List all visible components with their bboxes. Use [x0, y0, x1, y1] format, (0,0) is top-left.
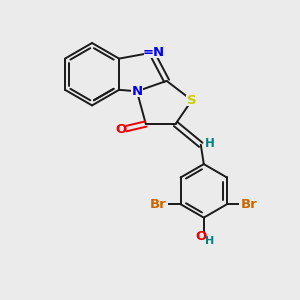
- Text: H: H: [205, 236, 214, 246]
- FancyBboxPatch shape: [204, 139, 214, 148]
- FancyBboxPatch shape: [186, 95, 197, 106]
- Text: =N: =N: [142, 46, 164, 59]
- Text: Br: Br: [241, 198, 258, 211]
- Text: S: S: [187, 94, 197, 107]
- Text: H: H: [205, 137, 215, 150]
- Text: N: N: [131, 85, 142, 98]
- FancyBboxPatch shape: [131, 86, 142, 97]
- FancyBboxPatch shape: [196, 232, 206, 242]
- Text: O: O: [196, 230, 207, 243]
- Text: O: O: [115, 123, 126, 136]
- FancyBboxPatch shape: [205, 236, 213, 245]
- Text: Br: Br: [150, 198, 167, 211]
- FancyBboxPatch shape: [116, 125, 126, 135]
- FancyBboxPatch shape: [144, 47, 163, 58]
